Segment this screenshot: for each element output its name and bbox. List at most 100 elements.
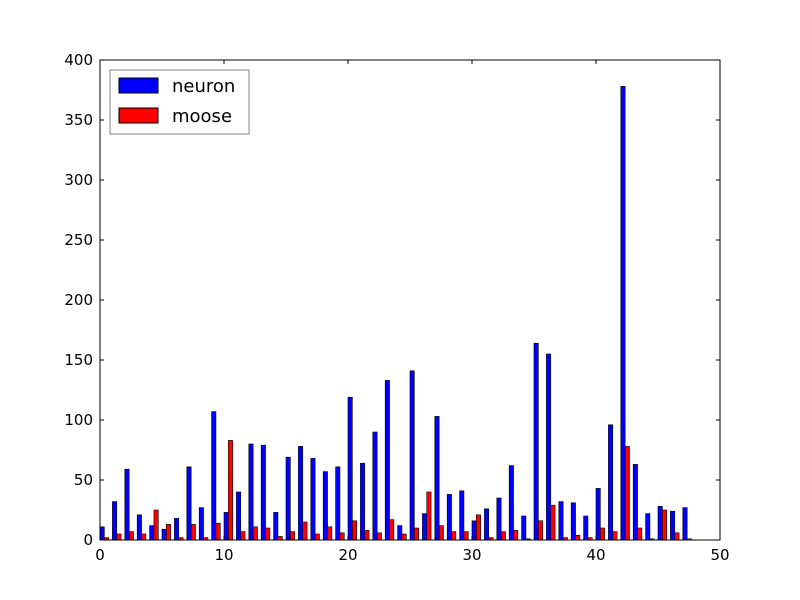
bar-moose-43 [637,527,643,541]
bar-neuron-32 [496,497,502,541]
bar-neuron-40 [595,488,601,541]
bar-moose-7 [190,524,196,541]
bar-moose-30 [476,514,481,541]
bar-moose-4 [153,509,159,541]
bar-neuron-6 [174,518,180,541]
bar-moose-20 [352,520,357,541]
bar-moose-23 [389,519,395,541]
bar-neuron-10 [223,512,229,541]
bar-neuron-28 [446,494,452,541]
bar-moose-15 [290,531,295,541]
bar-neuron-26 [422,513,428,541]
bar-neuron-22 [372,431,378,541]
legend-swatch-moose [118,107,159,124]
bar-moose-28 [451,531,457,541]
legend-label-neuron: neuron [172,76,235,97]
y-tick-label: 200 [64,291,93,309]
bar-moose-10 [228,440,233,541]
bar-neuron-0 [99,526,105,541]
bar-moose-35 [538,520,543,541]
bar-neuron-9 [211,411,217,541]
bar-neuron-41 [608,424,614,541]
legend: neuron moose [109,69,250,135]
bar-moose-22 [376,532,382,541]
bar-neuron-20 [347,396,353,541]
bar-moose-24 [401,533,407,541]
bar-neuron-34 [521,515,527,541]
bar-neuron-5 [161,528,167,541]
bar-moose-1 [116,533,122,541]
bar-moose-25 [414,527,419,541]
bar-moose-3 [141,533,147,541]
y-tick-label: 400 [64,51,93,69]
bar-neuron-46 [670,510,676,541]
bar-neuron-14 [273,512,279,541]
bar-neuron-24 [397,525,403,541]
bar-moose-27 [438,525,444,541]
bar-neuron-36 [546,353,552,541]
bar-moose-12 [252,526,258,541]
bar-moose-32 [500,531,506,541]
bar-moose-38 [575,534,581,541]
bar-neuron-44 [645,513,651,541]
bar-neuron-12 [248,443,254,541]
y-tick-label: 250 [64,231,93,249]
bar-moose-5 [166,524,171,541]
y-tick-label: 50 [74,471,93,489]
bar-neuron-16 [298,446,304,541]
bar-neuron-11 [236,491,242,541]
bar-neuron-19 [335,466,341,541]
x-tick-label: 50 [710,546,729,564]
bar-moose-11 [240,531,246,541]
bar-moose-45 [662,509,667,541]
bar-moose-40 [600,527,605,541]
bar-neuron-21 [360,462,366,541]
bar-neuron-3 [136,514,142,541]
bar-moose-21 [364,530,370,541]
x-tick-label: 30 [462,546,481,564]
bar-neuron-4 [149,525,155,541]
bar-moose-13 [265,527,271,541]
bar-neuron-17 [310,458,316,541]
bar-neuron-13 [260,444,266,541]
x-tick-label: 10 [214,546,233,564]
bar-moose-14 [277,536,283,541]
bar-neuron-42 [620,86,626,541]
legend-label-moose: moose [172,106,232,127]
bar-neuron-15 [285,456,291,541]
bar-moose-33 [513,530,519,541]
bar-neuron-7 [186,466,192,541]
bar-moose-41 [612,531,618,541]
legend-swatch-neuron [118,77,159,94]
bar-moose-42 [624,446,630,541]
bar-neuron-18 [322,471,328,541]
bar-neuron-43 [632,464,638,541]
bar-neuron-45 [657,506,663,541]
bar-moose-9 [215,522,221,541]
bar-moose-2 [128,531,134,541]
x-tick-label: 20 [338,546,357,564]
bar-neuron-2 [124,468,130,541]
x-tick-label: 0 [95,546,105,564]
bar-moose-19 [339,532,345,541]
y-tick-label: 100 [64,411,93,429]
bar-neuron-39 [583,515,589,541]
y-tick-label: 150 [64,351,93,369]
bar-moose-26 [426,491,432,541]
bar-neuron-27 [434,416,440,541]
ticks-group: 0 10 20 30 40 50 0 50 100 150 200 250 300 350 400 [64,51,729,564]
bar-neuron-35 [533,342,539,541]
bar-moose-29 [463,531,469,541]
bar-neuron-37 [558,501,564,541]
x-tick-label: 40 [586,546,605,564]
bar-neuron-30 [471,520,477,541]
bar-moose-46 [674,532,680,541]
bar-neuron-31 [484,508,490,541]
y-tick-label: 0 [83,531,93,549]
bar-neuron-25 [409,370,415,541]
bar-neuron-1 [112,501,118,541]
bar-neuron-33 [508,465,514,541]
y-tick-label: 300 [64,171,93,189]
bar-neuron-8 [198,507,204,541]
